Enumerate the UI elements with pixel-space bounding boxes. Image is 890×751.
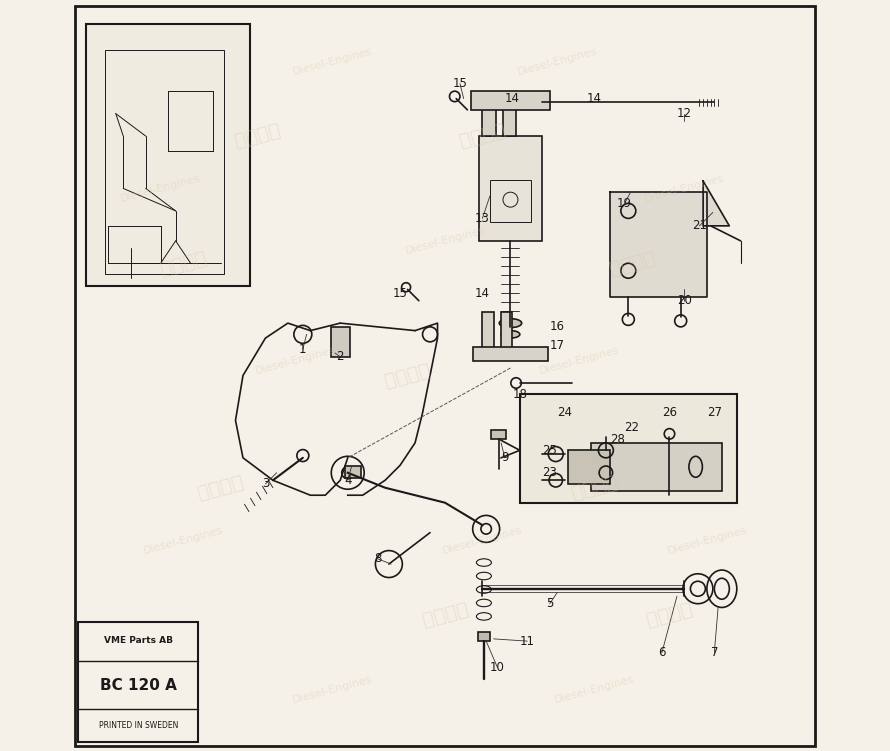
Text: 15: 15: [452, 77, 467, 90]
Ellipse shape: [501, 330, 520, 338]
Text: Diesel-Engines: Diesel-Engines: [643, 173, 725, 204]
Text: 16: 16: [550, 321, 565, 333]
Text: Diesel-Engines: Diesel-Engines: [119, 173, 202, 204]
Text: Diesel-Engines: Diesel-Engines: [255, 345, 336, 376]
Text: 4: 4: [344, 474, 352, 487]
Text: 11: 11: [520, 635, 535, 647]
Text: BC 120 A: BC 120 A: [100, 677, 177, 692]
Text: 7: 7: [710, 646, 718, 659]
Text: 24: 24: [557, 406, 572, 419]
Text: Diesel-Engines: Diesel-Engines: [142, 525, 224, 556]
Text: 10: 10: [490, 661, 505, 674]
Ellipse shape: [499, 318, 522, 327]
Text: 9: 9: [501, 451, 508, 464]
Text: Diesel-Engines: Diesel-Engines: [538, 345, 620, 376]
Text: 23: 23: [542, 466, 557, 479]
Text: 2: 2: [336, 350, 344, 363]
Bar: [85, 24, 250, 285]
Text: Diesel-Engines: Diesel-Engines: [441, 525, 523, 556]
Text: 紫发动力: 紫发动力: [420, 599, 470, 630]
Bar: [78, 623, 198, 742]
Text: 14: 14: [475, 287, 490, 300]
Text: 紫发动力: 紫发动力: [644, 599, 694, 630]
Text: 5: 5: [546, 597, 554, 611]
Text: 15: 15: [392, 287, 408, 300]
Bar: [503, 106, 516, 136]
Text: 26: 26: [662, 406, 677, 419]
Text: 紫发动力: 紫发动力: [383, 360, 433, 391]
Bar: [473, 347, 548, 360]
Text: 27: 27: [707, 406, 722, 419]
Text: Diesel-Engines: Diesel-Engines: [292, 46, 374, 77]
Bar: [482, 106, 496, 136]
Text: 14: 14: [587, 92, 603, 105]
Bar: [344, 466, 361, 478]
Text: 紫发动力: 紫发动力: [457, 121, 507, 152]
Bar: [591, 443, 722, 491]
Text: Diesel-Engines: Diesel-Engines: [404, 225, 486, 256]
Bar: [501, 312, 513, 353]
Bar: [331, 327, 350, 357]
Text: 6: 6: [659, 646, 666, 659]
Text: Diesel-Engines: Diesel-Engines: [516, 46, 598, 77]
Text: 18: 18: [513, 388, 527, 401]
Bar: [520, 394, 737, 502]
Bar: [471, 91, 550, 110]
Text: 12: 12: [677, 107, 692, 120]
Bar: [490, 180, 531, 222]
Bar: [478, 632, 490, 641]
Bar: [104, 50, 224, 274]
Text: PRINTED IN SWEDEN: PRINTED IN SWEDEN: [99, 721, 178, 730]
Text: 8: 8: [374, 552, 381, 566]
Polygon shape: [703, 181, 729, 226]
Text: 21: 21: [692, 219, 707, 232]
Text: Diesel-Engines: Diesel-Engines: [666, 525, 748, 556]
Text: 紫发动力: 紫发动力: [233, 121, 283, 152]
Text: 17: 17: [550, 339, 565, 352]
Text: 紫发动力: 紫发动力: [607, 248, 657, 279]
Text: VME Parts AB: VME Parts AB: [104, 636, 173, 645]
Bar: [491, 430, 506, 439]
Text: 1: 1: [299, 342, 306, 356]
Text: 紫发动力: 紫发动力: [158, 248, 208, 279]
Text: 13: 13: [475, 212, 490, 225]
Text: 28: 28: [610, 433, 625, 445]
Text: 20: 20: [677, 294, 692, 307]
Polygon shape: [610, 192, 707, 297]
Text: 紫发动力: 紫发动力: [570, 472, 619, 503]
Bar: [569, 451, 610, 484]
Text: 3: 3: [262, 478, 269, 490]
Text: 25: 25: [542, 444, 557, 457]
Bar: [479, 136, 542, 241]
Text: 22: 22: [625, 421, 640, 434]
Text: Diesel-Engines: Diesel-Engines: [292, 674, 374, 705]
Text: 紫发动力: 紫发动力: [196, 472, 246, 503]
Bar: [482, 312, 494, 353]
Text: 19: 19: [617, 197, 632, 210]
Text: 14: 14: [505, 92, 520, 105]
Text: Diesel-Engines: Diesel-Engines: [554, 674, 635, 705]
